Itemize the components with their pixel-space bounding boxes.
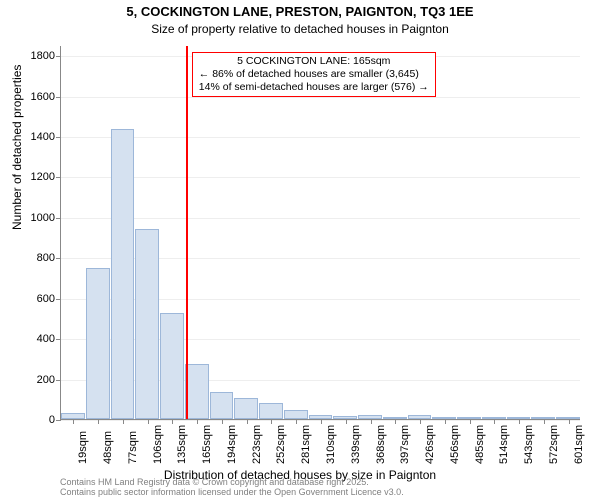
x-tick-label: 135sqm bbox=[176, 425, 188, 464]
chart-title: 5, COCKINGTON LANE, PRESTON, PAIGNTON, T… bbox=[0, 4, 600, 19]
x-tick bbox=[494, 419, 495, 424]
histogram-bar bbox=[86, 268, 110, 419]
x-tick-label: 601sqm bbox=[573, 425, 585, 464]
x-tick bbox=[321, 419, 322, 424]
histogram-bar bbox=[185, 364, 209, 419]
y-tick-label: 800 bbox=[19, 252, 55, 264]
x-tick-label: 106sqm bbox=[152, 425, 164, 464]
annotation-line: ← 86% of detached houses are smaller (3,… bbox=[199, 68, 429, 81]
chart-subtitle: Size of property relative to detached ho… bbox=[0, 22, 600, 36]
y-tick bbox=[56, 258, 61, 259]
annotation-line: 5 COCKINGTON LANE: 165sqm bbox=[199, 55, 429, 68]
x-tick-label: 572sqm bbox=[548, 425, 560, 464]
y-axis-title: Number of detached properties bbox=[10, 65, 24, 230]
x-tick bbox=[346, 419, 347, 424]
y-tick bbox=[56, 420, 61, 421]
histogram-bar bbox=[210, 392, 234, 419]
x-tick bbox=[470, 419, 471, 424]
footer: Contains HM Land Registry data © Crown c… bbox=[60, 478, 404, 498]
x-tick-label: 48sqm bbox=[102, 431, 114, 464]
x-tick-label: 165sqm bbox=[201, 425, 213, 464]
y-tick-label: 1600 bbox=[19, 91, 55, 103]
histogram-bar bbox=[284, 410, 308, 419]
y-tick-label: 1200 bbox=[19, 171, 55, 183]
histogram-bar bbox=[135, 229, 159, 419]
histogram-bar bbox=[111, 129, 135, 419]
histogram-bar bbox=[160, 313, 184, 419]
x-tick bbox=[148, 419, 149, 424]
y-tick bbox=[56, 299, 61, 300]
y-tick bbox=[56, 97, 61, 98]
gridline bbox=[61, 218, 580, 219]
annotation-box: 5 COCKINGTON LANE: 165sqm ← 86% of detac… bbox=[192, 52, 436, 97]
y-tick bbox=[56, 218, 61, 219]
x-tick bbox=[98, 419, 99, 424]
x-tick-label: 485sqm bbox=[474, 425, 486, 464]
x-tick-label: 543sqm bbox=[523, 425, 535, 464]
x-tick-label: 310sqm bbox=[325, 425, 337, 464]
y-tick-label: 1400 bbox=[19, 131, 55, 143]
x-tick bbox=[123, 419, 124, 424]
x-tick-label: 339sqm bbox=[350, 425, 362, 464]
x-tick-label: 281sqm bbox=[300, 425, 312, 464]
x-tick-label: 223sqm bbox=[251, 425, 263, 464]
x-tick bbox=[371, 419, 372, 424]
y-tick-label: 1800 bbox=[19, 50, 55, 62]
reference-line bbox=[186, 46, 188, 419]
plot-area: 02004006008001000120014001600180019sqm48… bbox=[60, 46, 580, 420]
y-tick bbox=[56, 177, 61, 178]
y-tick-label: 1000 bbox=[19, 212, 55, 224]
x-tick bbox=[519, 419, 520, 424]
y-tick-label: 600 bbox=[19, 293, 55, 305]
y-tick bbox=[56, 56, 61, 57]
y-tick bbox=[56, 137, 61, 138]
y-tick-label: 0 bbox=[19, 414, 55, 426]
x-tick-label: 19sqm bbox=[77, 431, 89, 464]
x-tick-label: 194sqm bbox=[226, 425, 238, 464]
x-tick bbox=[197, 419, 198, 424]
histogram-bar bbox=[234, 398, 258, 419]
footer-line: Contains public sector information licen… bbox=[60, 488, 404, 498]
x-tick bbox=[445, 419, 446, 424]
gridline bbox=[61, 137, 580, 138]
x-tick-label: 77sqm bbox=[127, 431, 139, 464]
x-tick bbox=[296, 419, 297, 424]
gridline bbox=[61, 177, 580, 178]
x-tick bbox=[420, 419, 421, 424]
annotation-line: 14% of semi-detached houses are larger (… bbox=[199, 81, 429, 94]
x-tick bbox=[569, 419, 570, 424]
y-tick-label: 200 bbox=[19, 374, 55, 386]
x-tick bbox=[544, 419, 545, 424]
histogram-bar bbox=[259, 403, 283, 419]
x-tick bbox=[271, 419, 272, 424]
x-tick-label: 426sqm bbox=[424, 425, 436, 464]
x-tick bbox=[247, 419, 248, 424]
x-tick-label: 252sqm bbox=[275, 425, 287, 464]
y-tick-label: 400 bbox=[19, 333, 55, 345]
x-tick-label: 368sqm bbox=[375, 425, 387, 464]
x-tick-label: 397sqm bbox=[399, 425, 411, 464]
x-tick bbox=[73, 419, 74, 424]
x-tick bbox=[222, 419, 223, 424]
histogram-chart: 5, COCKINGTON LANE, PRESTON, PAIGNTON, T… bbox=[0, 0, 600, 500]
y-tick bbox=[56, 339, 61, 340]
x-tick bbox=[395, 419, 396, 424]
x-tick bbox=[172, 419, 173, 424]
x-tick-label: 456sqm bbox=[449, 425, 461, 464]
x-tick-label: 514sqm bbox=[498, 425, 510, 464]
y-tick bbox=[56, 380, 61, 381]
